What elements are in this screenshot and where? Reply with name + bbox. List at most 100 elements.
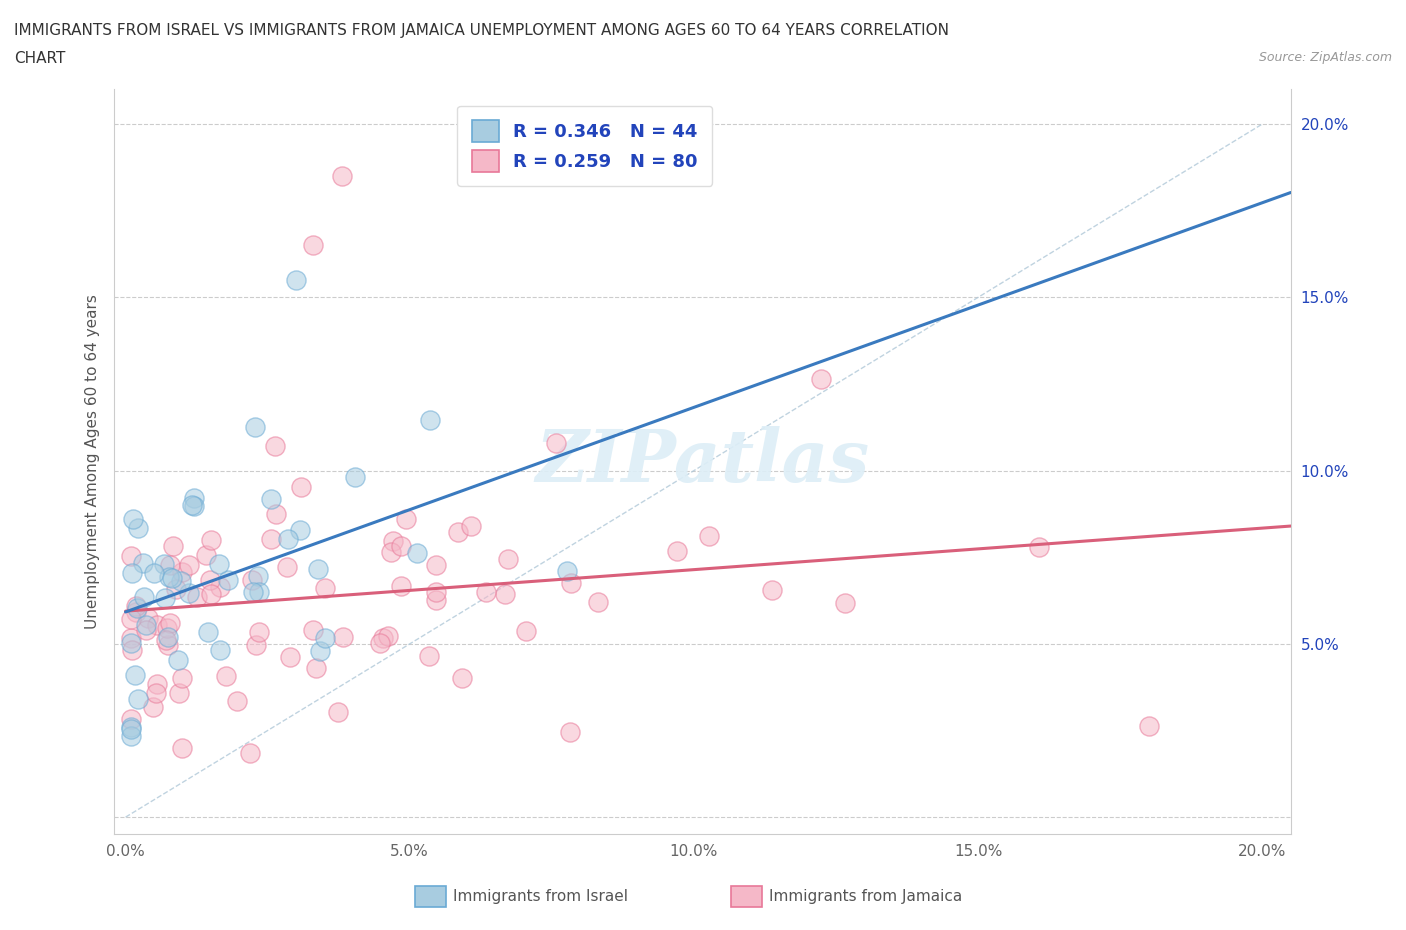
Point: [167, 652, 190, 667]
Point: [447, 525, 470, 539]
Point: [146, 618, 169, 632]
Point: [121, 565, 143, 580]
Point: [277, 532, 299, 547]
Point: [120, 722, 142, 737]
Point: [260, 532, 283, 547]
Text: CHART: CHART: [14, 51, 66, 66]
Point: [239, 746, 262, 761]
Text: ZIPatlas: ZIPatlas: [536, 427, 869, 498]
Point: [475, 585, 498, 600]
Point: [157, 570, 180, 585]
Point: [179, 586, 201, 601]
Point: [127, 600, 149, 615]
Y-axis label: Unemployment Among Ages 60 to 64 years: Unemployment Among Ages 60 to 64 years: [86, 295, 100, 630]
Point: [121, 643, 143, 658]
Point: [156, 630, 179, 644]
Point: [555, 564, 578, 578]
Point: [586, 594, 609, 609]
Point: [249, 585, 271, 600]
Point: [159, 558, 181, 573]
Point: [125, 604, 148, 619]
Point: [242, 584, 264, 599]
Point: [377, 629, 399, 644]
Point: [419, 413, 441, 428]
Point: [155, 632, 177, 647]
Point: [138, 611, 160, 626]
Point: [264, 439, 287, 454]
Point: [159, 616, 181, 631]
Point: [156, 620, 179, 635]
Point: [326, 704, 349, 719]
Point: [146, 676, 169, 691]
Point: [194, 548, 217, 563]
Point: [124, 668, 146, 683]
Point: [132, 590, 155, 604]
Point: [162, 538, 184, 553]
Point: [305, 661, 328, 676]
Point: [495, 587, 517, 602]
Point: [309, 644, 332, 658]
Legend: R = 0.346   N = 44, R = 0.259   N = 80: R = 0.346 N = 44, R = 0.259 N = 80: [457, 106, 713, 186]
Point: [135, 618, 157, 632]
Point: [167, 686, 190, 701]
Point: [208, 579, 231, 594]
Point: [142, 565, 165, 580]
Point: [135, 622, 157, 637]
Point: [200, 587, 222, 602]
Point: [761, 583, 783, 598]
Point: [122, 512, 145, 526]
Point: [544, 436, 567, 451]
Point: [368, 635, 391, 650]
Point: [307, 561, 329, 576]
Point: [125, 598, 148, 613]
Point: [127, 520, 149, 535]
Point: [330, 168, 353, 183]
Point: [242, 572, 264, 587]
Point: [181, 498, 204, 512]
Point: [389, 578, 412, 593]
Point: [225, 694, 247, 709]
Point: [200, 533, 222, 548]
Point: [460, 518, 482, 533]
Point: [183, 498, 205, 513]
Text: Source: ZipAtlas.com: Source: ZipAtlas.com: [1258, 51, 1392, 64]
Point: [665, 544, 688, 559]
Point: [120, 631, 142, 645]
Point: [177, 558, 200, 573]
Point: [132, 555, 155, 570]
Text: Immigrants from Jamaica: Immigrants from Jamaica: [769, 889, 962, 904]
Point: [165, 581, 187, 596]
Point: [314, 631, 336, 645]
Point: [153, 591, 176, 605]
Point: [280, 649, 302, 664]
Point: [260, 491, 283, 506]
Point: [208, 643, 231, 658]
Point: [558, 724, 581, 739]
Text: IMMIGRANTS FROM ISRAEL VS IMMIGRANTS FROM JAMAICA UNEMPLOYMENT AMONG AGES 60 TO : IMMIGRANTS FROM ISRAEL VS IMMIGRANTS FRO…: [14, 23, 949, 38]
Point: [496, 551, 519, 566]
Point: [834, 595, 856, 610]
Point: [157, 637, 180, 652]
Point: [127, 691, 149, 706]
Point: [217, 573, 239, 588]
Point: [381, 534, 404, 549]
Point: [243, 419, 266, 434]
Point: [418, 648, 440, 663]
Point: [153, 556, 176, 571]
Point: [302, 238, 325, 253]
Point: [371, 631, 394, 645]
Point: [183, 491, 205, 506]
Point: [425, 585, 447, 600]
Point: [120, 612, 142, 627]
Point: [245, 637, 267, 652]
Point: [1137, 718, 1160, 733]
Point: [515, 624, 537, 639]
Point: [285, 272, 308, 287]
Point: [450, 671, 472, 685]
Point: [120, 636, 142, 651]
Point: [314, 581, 336, 596]
Point: [301, 622, 323, 637]
Point: [389, 538, 412, 553]
Point: [141, 699, 163, 714]
Point: [172, 565, 194, 579]
